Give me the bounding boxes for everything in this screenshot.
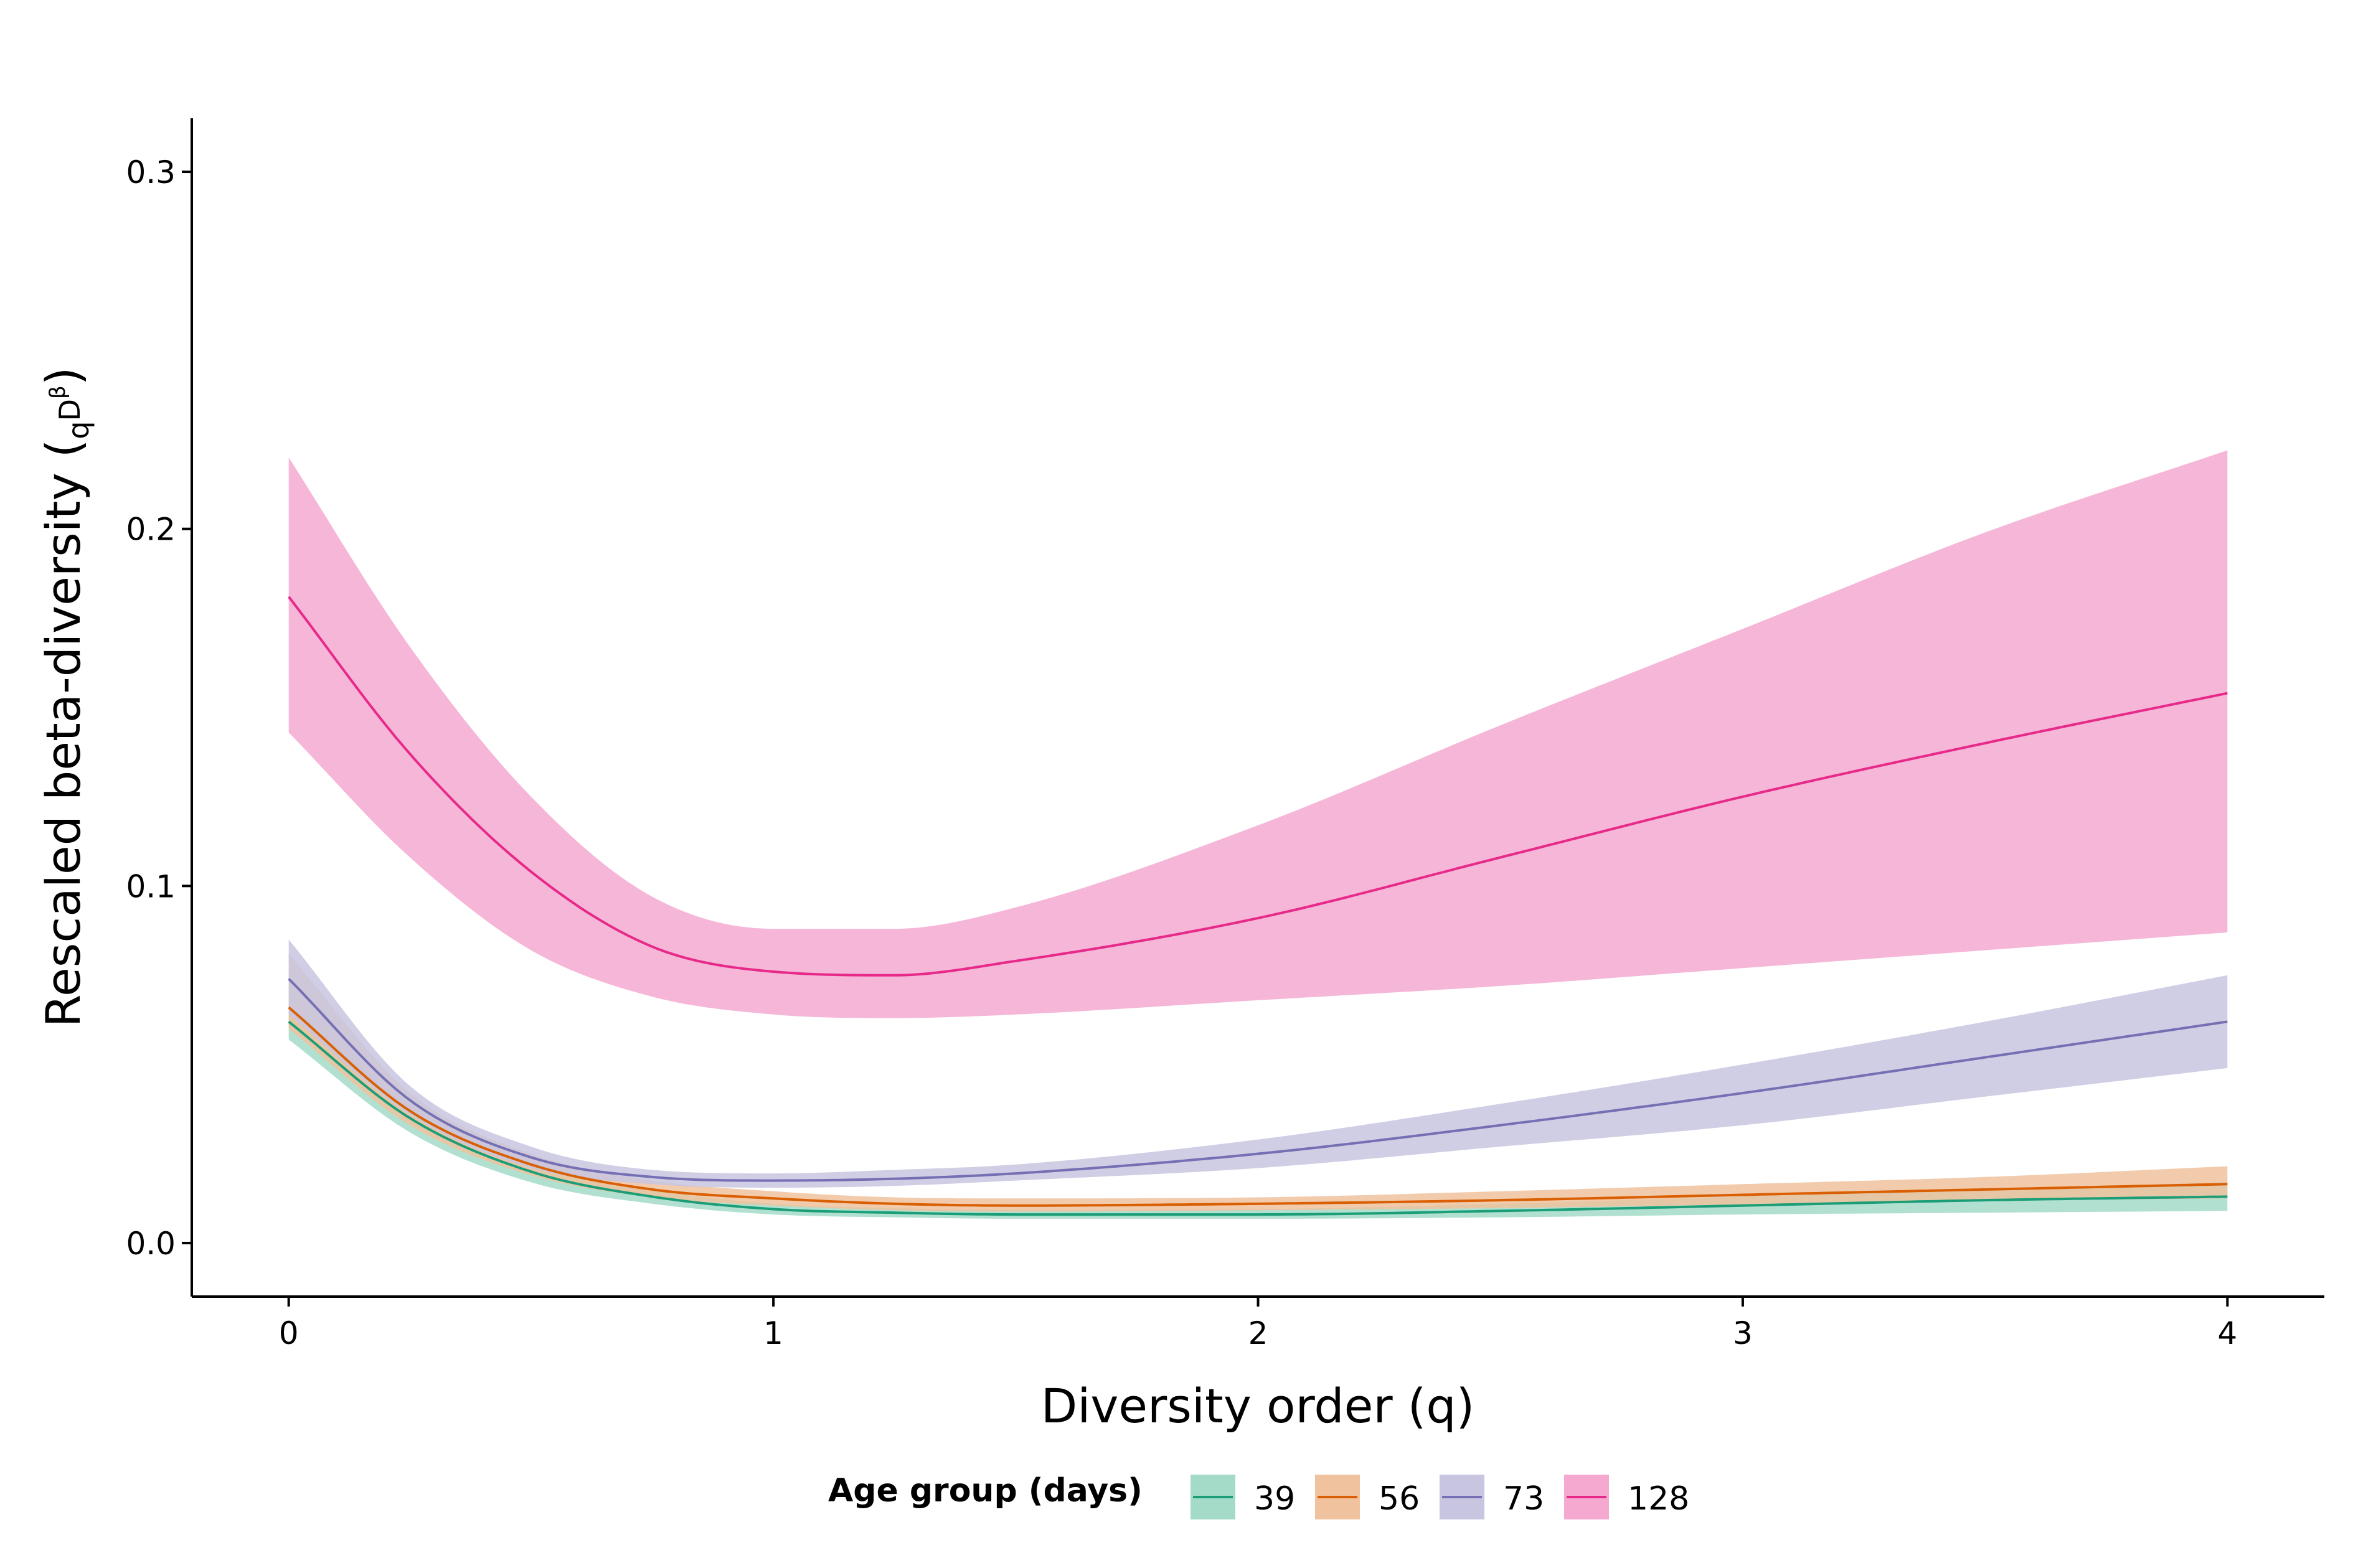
y-axis-title-close: ) bbox=[35, 367, 91, 386]
band-series-73 bbox=[288, 939, 2228, 1188]
y-tick-label: 0.1 bbox=[126, 868, 176, 904]
confidence-bands bbox=[288, 450, 2228, 1219]
line-series-56 bbox=[288, 1006, 2228, 1207]
line-series-128 bbox=[288, 596, 2228, 977]
y-axis-ticks: 0.0 0.1 0.2 0.3 bbox=[126, 154, 192, 1262]
x-axis-ticks: 0 1 2 3 4 bbox=[279, 1297, 2237, 1351]
legend-item-56: 56 bbox=[1315, 1475, 1420, 1519]
x-tick-label: 0 bbox=[279, 1315, 299, 1351]
x-tick-label: 1 bbox=[763, 1315, 783, 1351]
x-axis-title: Diversity order (q) bbox=[1041, 1378, 1475, 1434]
legend-label-39: 39 bbox=[1254, 1480, 1295, 1518]
legend-item-39: 39 bbox=[1191, 1475, 1295, 1519]
y-axis-title-subscript: q bbox=[62, 421, 95, 439]
x-tick-label: 4 bbox=[2217, 1315, 2237, 1351]
line-series-73 bbox=[288, 978, 2228, 1182]
legend-label-128: 128 bbox=[1628, 1480, 1689, 1518]
legend-label-56: 56 bbox=[1379, 1480, 1420, 1518]
series-lines bbox=[288, 596, 2228, 1216]
legend-title: Age group (days) bbox=[828, 1472, 1143, 1509]
y-tick-label: 0.2 bbox=[126, 512, 176, 548]
legend-label-73: 73 bbox=[1503, 1480, 1544, 1518]
y-tick-label: 0.3 bbox=[126, 154, 176, 190]
legend-item-128: 128 bbox=[1564, 1475, 1689, 1519]
y-axis-title-main: Rescaled beta-diversity ( bbox=[35, 439, 91, 1028]
legend-item-73: 73 bbox=[1440, 1475, 1544, 1519]
y-axis-title-superscript: β bbox=[45, 385, 70, 399]
y-tick-label: 0.0 bbox=[126, 1226, 176, 1262]
x-tick-label: 3 bbox=[1733, 1315, 1753, 1351]
y-axis-title: Rescaled beta-diversity (qDβ) bbox=[35, 367, 95, 1028]
y-axis-title-base: D bbox=[53, 399, 87, 421]
line-series-39 bbox=[288, 1020, 2228, 1216]
x-tick-label: 2 bbox=[1248, 1315, 1268, 1351]
legend-items: 39 56 73 128 bbox=[1191, 1475, 1689, 1519]
band-series-56 bbox=[288, 954, 2228, 1212]
legend: Age group (days) 39 56 73 128 bbox=[828, 1472, 1689, 1519]
band-series-128 bbox=[288, 450, 2228, 1018]
